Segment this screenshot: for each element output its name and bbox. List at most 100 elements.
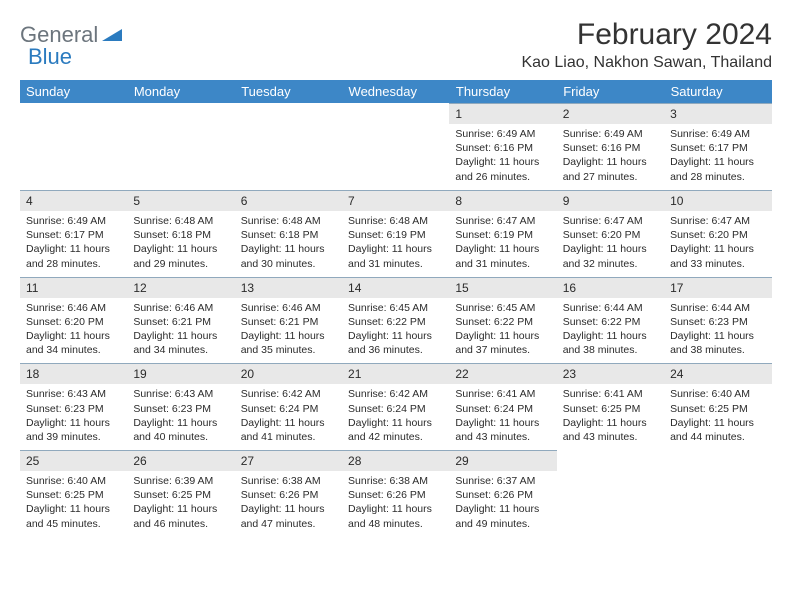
calendar-empty-cell bbox=[20, 103, 127, 189]
day-number: 2 bbox=[557, 103, 664, 124]
day-number: 16 bbox=[557, 277, 664, 298]
calendar-day-cell: 14Sunrise: 6:45 AMSunset: 6:22 PMDayligh… bbox=[342, 276, 449, 363]
calendar-row: 11Sunrise: 6:46 AMSunset: 6:20 PMDayligh… bbox=[20, 276, 772, 363]
header: General Blue February 2024 Kao Liao, Nak… bbox=[20, 18, 772, 72]
day-details: Sunrise: 6:45 AMSunset: 6:22 PMDaylight:… bbox=[342, 298, 449, 362]
day-details: Sunrise: 6:46 AMSunset: 6:21 PMDaylight:… bbox=[235, 298, 342, 362]
calendar-body: 1Sunrise: 6:49 AMSunset: 6:16 PMDaylight… bbox=[20, 103, 772, 536]
calendar-day-cell: 11Sunrise: 6:46 AMSunset: 6:20 PMDayligh… bbox=[20, 276, 127, 363]
calendar-day-cell: 18Sunrise: 6:43 AMSunset: 6:23 PMDayligh… bbox=[20, 362, 127, 449]
weekday-header: Sunday bbox=[20, 80, 127, 103]
page-title: February 2024 bbox=[521, 18, 772, 52]
calendar-day-cell: 4Sunrise: 6:49 AMSunset: 6:17 PMDaylight… bbox=[20, 189, 127, 276]
calendar-empty-cell bbox=[235, 103, 342, 189]
day-number: 24 bbox=[664, 363, 771, 384]
calendar-row: 1Sunrise: 6:49 AMSunset: 6:16 PMDaylight… bbox=[20, 103, 772, 189]
calendar-day-cell: 29Sunrise: 6:37 AMSunset: 6:26 PMDayligh… bbox=[449, 449, 556, 536]
weekday-header: Tuesday bbox=[235, 80, 342, 103]
day-number: 19 bbox=[127, 363, 234, 384]
day-details: Sunrise: 6:48 AMSunset: 6:18 PMDaylight:… bbox=[235, 211, 342, 275]
logo-text-blue: Blue bbox=[28, 44, 72, 69]
day-number: 4 bbox=[20, 190, 127, 211]
day-details: Sunrise: 6:47 AMSunset: 6:20 PMDaylight:… bbox=[664, 211, 771, 275]
day-details: Sunrise: 6:49 AMSunset: 6:16 PMDaylight:… bbox=[557, 124, 664, 188]
calendar-day-cell: 7Sunrise: 6:48 AMSunset: 6:19 PMDaylight… bbox=[342, 189, 449, 276]
day-number: 7 bbox=[342, 190, 449, 211]
day-details: Sunrise: 6:38 AMSunset: 6:26 PMDaylight:… bbox=[342, 471, 449, 535]
day-number: 5 bbox=[127, 190, 234, 211]
calendar-day-cell: 16Sunrise: 6:44 AMSunset: 6:22 PMDayligh… bbox=[557, 276, 664, 363]
calendar-day-cell: 21Sunrise: 6:42 AMSunset: 6:24 PMDayligh… bbox=[342, 362, 449, 449]
day-number: 27 bbox=[235, 450, 342, 471]
day-number: 17 bbox=[664, 277, 771, 298]
calendar-day-cell: 6Sunrise: 6:48 AMSunset: 6:18 PMDaylight… bbox=[235, 189, 342, 276]
calendar-day-cell: 26Sunrise: 6:39 AMSunset: 6:25 PMDayligh… bbox=[127, 449, 234, 536]
day-number: 20 bbox=[235, 363, 342, 384]
calendar-day-cell: 25Sunrise: 6:40 AMSunset: 6:25 PMDayligh… bbox=[20, 449, 127, 536]
weekday-header: Saturday bbox=[664, 80, 771, 103]
calendar-day-cell: 8Sunrise: 6:47 AMSunset: 6:19 PMDaylight… bbox=[449, 189, 556, 276]
day-details: Sunrise: 6:47 AMSunset: 6:19 PMDaylight:… bbox=[449, 211, 556, 275]
calendar-day-cell: 19Sunrise: 6:43 AMSunset: 6:23 PMDayligh… bbox=[127, 362, 234, 449]
day-number: 3 bbox=[664, 103, 771, 124]
day-details: Sunrise: 6:44 AMSunset: 6:23 PMDaylight:… bbox=[664, 298, 771, 362]
calendar-empty-cell bbox=[664, 449, 771, 536]
day-details: Sunrise: 6:41 AMSunset: 6:24 PMDaylight:… bbox=[449, 384, 556, 448]
day-details: Sunrise: 6:43 AMSunset: 6:23 PMDaylight:… bbox=[127, 384, 234, 448]
calendar-day-cell: 28Sunrise: 6:38 AMSunset: 6:26 PMDayligh… bbox=[342, 449, 449, 536]
day-details: Sunrise: 6:39 AMSunset: 6:25 PMDaylight:… bbox=[127, 471, 234, 535]
day-details: Sunrise: 6:45 AMSunset: 6:22 PMDaylight:… bbox=[449, 298, 556, 362]
day-number: 26 bbox=[127, 450, 234, 471]
calendar-row: 4Sunrise: 6:49 AMSunset: 6:17 PMDaylight… bbox=[20, 189, 772, 276]
calendar-day-cell: 22Sunrise: 6:41 AMSunset: 6:24 PMDayligh… bbox=[449, 362, 556, 449]
weekday-header: Wednesday bbox=[342, 80, 449, 103]
day-number: 25 bbox=[20, 450, 127, 471]
calendar-day-cell: 12Sunrise: 6:46 AMSunset: 6:21 PMDayligh… bbox=[127, 276, 234, 363]
calendar-day-cell: 15Sunrise: 6:45 AMSunset: 6:22 PMDayligh… bbox=[449, 276, 556, 363]
day-number: 13 bbox=[235, 277, 342, 298]
weekday-header-row: SundayMondayTuesdayWednesdayThursdayFrid… bbox=[20, 80, 772, 103]
calendar-empty-cell bbox=[127, 103, 234, 189]
calendar-day-cell: 24Sunrise: 6:40 AMSunset: 6:25 PMDayligh… bbox=[664, 362, 771, 449]
day-details: Sunrise: 6:42 AMSunset: 6:24 PMDaylight:… bbox=[235, 384, 342, 448]
calendar-day-cell: 5Sunrise: 6:48 AMSunset: 6:18 PMDaylight… bbox=[127, 189, 234, 276]
day-details: Sunrise: 6:48 AMSunset: 6:19 PMDaylight:… bbox=[342, 211, 449, 275]
day-number: 14 bbox=[342, 277, 449, 298]
day-number: 15 bbox=[449, 277, 556, 298]
day-number: 23 bbox=[557, 363, 664, 384]
calendar-row: 18Sunrise: 6:43 AMSunset: 6:23 PMDayligh… bbox=[20, 362, 772, 449]
day-details: Sunrise: 6:40 AMSunset: 6:25 PMDaylight:… bbox=[20, 471, 127, 535]
day-number: 22 bbox=[449, 363, 556, 384]
calendar-day-cell: 20Sunrise: 6:42 AMSunset: 6:24 PMDayligh… bbox=[235, 362, 342, 449]
calendar-row: 25Sunrise: 6:40 AMSunset: 6:25 PMDayligh… bbox=[20, 449, 772, 536]
day-number: 6 bbox=[235, 190, 342, 211]
day-details: Sunrise: 6:47 AMSunset: 6:20 PMDaylight:… bbox=[557, 211, 664, 275]
day-details: Sunrise: 6:43 AMSunset: 6:23 PMDaylight:… bbox=[20, 384, 127, 448]
day-details: Sunrise: 6:49 AMSunset: 6:17 PMDaylight:… bbox=[664, 124, 771, 188]
day-number: 12 bbox=[127, 277, 234, 298]
calendar-empty-cell bbox=[557, 449, 664, 536]
day-details: Sunrise: 6:37 AMSunset: 6:26 PMDaylight:… bbox=[449, 471, 556, 535]
calendar-day-cell: 2Sunrise: 6:49 AMSunset: 6:16 PMDaylight… bbox=[557, 103, 664, 189]
title-block: February 2024 Kao Liao, Nakhon Sawan, Th… bbox=[521, 18, 772, 72]
day-number: 28 bbox=[342, 450, 449, 471]
calendar-day-cell: 27Sunrise: 6:38 AMSunset: 6:26 PMDayligh… bbox=[235, 449, 342, 536]
calendar-day-cell: 17Sunrise: 6:44 AMSunset: 6:23 PMDayligh… bbox=[664, 276, 771, 363]
calendar-day-cell: 10Sunrise: 6:47 AMSunset: 6:20 PMDayligh… bbox=[664, 189, 771, 276]
day-number: 8 bbox=[449, 190, 556, 211]
day-details: Sunrise: 6:44 AMSunset: 6:22 PMDaylight:… bbox=[557, 298, 664, 362]
logo-triangle-icon bbox=[102, 29, 122, 41]
day-number: 29 bbox=[449, 450, 556, 471]
day-number: 9 bbox=[557, 190, 664, 211]
calendar-day-cell: 13Sunrise: 6:46 AMSunset: 6:21 PMDayligh… bbox=[235, 276, 342, 363]
day-details: Sunrise: 6:41 AMSunset: 6:25 PMDaylight:… bbox=[557, 384, 664, 448]
day-details: Sunrise: 6:46 AMSunset: 6:20 PMDaylight:… bbox=[20, 298, 127, 362]
day-number: 21 bbox=[342, 363, 449, 384]
calendar-table: SundayMondayTuesdayWednesdayThursdayFrid… bbox=[20, 80, 772, 537]
weekday-header: Monday bbox=[127, 80, 234, 103]
day-details: Sunrise: 6:40 AMSunset: 6:25 PMDaylight:… bbox=[664, 384, 771, 448]
day-details: Sunrise: 6:42 AMSunset: 6:24 PMDaylight:… bbox=[342, 384, 449, 448]
day-details: Sunrise: 6:38 AMSunset: 6:26 PMDaylight:… bbox=[235, 471, 342, 535]
day-number: 10 bbox=[664, 190, 771, 211]
calendar-day-cell: 3Sunrise: 6:49 AMSunset: 6:17 PMDaylight… bbox=[664, 103, 771, 189]
